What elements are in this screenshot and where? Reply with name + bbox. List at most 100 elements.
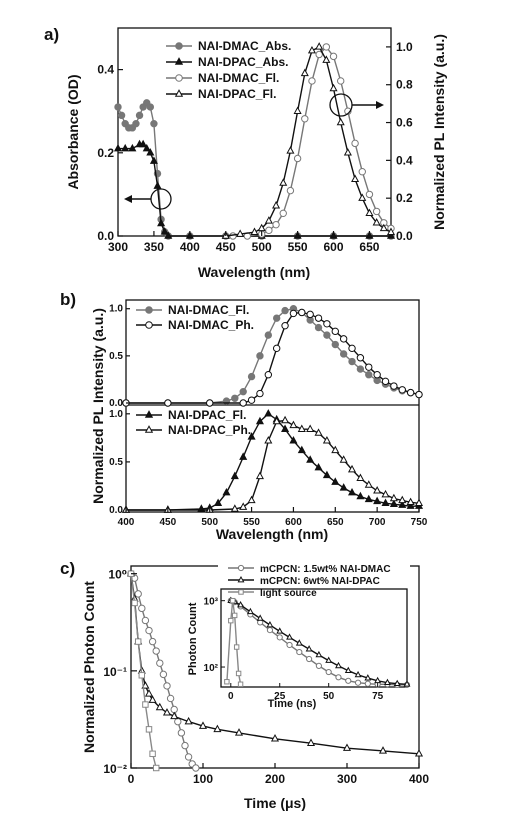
panel-b-sub1-series-1-point [331, 340, 339, 349]
panel-b-y-tick-label: 1.0 [109, 304, 123, 315]
panel-c-series-3-point [131, 599, 138, 607]
panel-b-sub2-series-2-point [414, 498, 424, 507]
panel-b-sub1-series-2-point [272, 344, 281, 353]
panel-c-x-label: Time (μs) [244, 795, 306, 811]
panel-a-series-2-point [164, 231, 173, 239]
panel-a-series-3-point [358, 168, 366, 176]
panel-a-series-3-point [308, 77, 316, 85]
panel-b-sub2-series-2-point [398, 495, 407, 504]
inset-y-label: Photon Count [187, 602, 199, 675]
inset-series-2-point [335, 661, 342, 669]
panel-a-series-2-point [142, 143, 151, 152]
panel-c-series-3-point [142, 701, 149, 708]
panel-a-legend-item-1-label: NAI-DMAC_Abs. [198, 39, 291, 53]
panel-b-sub1-series-2-point [164, 399, 172, 407]
panel-b-sub1-series-2-point [264, 371, 273, 379]
panel-c-series-3-line [130, 573, 157, 769]
panel-a-legend-item-2-label: NAI-DPAC_Abs. [198, 55, 288, 69]
panel-a-x-label: Wavelength (nm) [198, 264, 310, 280]
panel-b-sub1-series-1-point [365, 371, 373, 379]
panel-b-sub2-series-2-point [356, 473, 365, 481]
inset-series-2-point [325, 656, 333, 663]
panel-b-sub1-series-2-point [390, 382, 398, 390]
panel-b-sub2-series-1-point [398, 500, 407, 508]
panel-b-sub1-legend-item-1-label: NAI-DMAC_Fl. [168, 303, 249, 317]
panel-b-sub2-series-1-point [314, 462, 323, 471]
panel-a-legend-item-4-label: NAI-DPAC_Fl. [198, 87, 276, 101]
panel-b-sub2-series-2-point [389, 493, 398, 502]
panel-a-y-tick-label-right: 0.0 [396, 229, 413, 243]
panel-c: c) 0 100 200 300 400 10⁰ 10⁻¹ 10⁻² Time (μs) No… [60, 556, 429, 811]
inset-series-1-point [306, 655, 313, 663]
panel-a-series-4-point [372, 218, 381, 226]
panel-c-series-1-point [174, 717, 182, 726]
panel-b-sub2-series-2-point [272, 416, 281, 425]
panel-a-series-2-point [139, 139, 148, 148]
panel-c-y-tick-label: 10⁻² [103, 762, 127, 776]
panel-b-sub2-series-2-point [381, 489, 390, 498]
panel-a-series-1-point [114, 103, 122, 111]
panel-b-sub2-series-2-point [322, 436, 331, 444]
panel-a-y-label-right: Normalized PL Intensity (a.u.) [431, 34, 447, 230]
inset-x-tick-label: 25 [274, 691, 286, 702]
panel-b-legend: NAI-DMAC_Fl.NAI-DMAC_Ph. NAI-DPAC_Fl.NAI-… [136, 303, 254, 437]
panel-a-y-tick-label-right: 0.6 [396, 116, 413, 130]
panel-a-y-tick-label-right: 1.0 [396, 40, 413, 54]
panel-b-sub1-series-2-point [247, 396, 256, 404]
panel-b-x-tick-label: 650 [327, 517, 344, 528]
panel-a-series-3-point [293, 154, 302, 163]
panel-b-sub1-series-2-point [365, 363, 373, 371]
panel-b-sub2-series-2-point [339, 455, 348, 463]
panel-c-y-tick-label: 10⁻¹ [103, 665, 127, 679]
panel-b-sub1-series-2-point [281, 321, 289, 330]
panel-b-sub2-series-2-point [314, 428, 323, 436]
panel-b-sub2-series-1-point [281, 424, 290, 432]
panel-a-series-1-point [135, 111, 144, 120]
panel-c-series-1-point [181, 741, 189, 750]
panel-a-series-4-point [257, 223, 266, 232]
inset-x-label: Time (ns) [268, 698, 317, 710]
panel-c-series-2-point [155, 702, 164, 711]
panel-b-sub1-series-2-point [331, 327, 339, 336]
panel-c-series-3-point [145, 726, 153, 733]
panel-a-series-3-point [329, 52, 338, 61]
inset-legend-item-3-marker [238, 589, 244, 595]
panel-b-sub2-series-2-point [364, 480, 373, 488]
panel-b-sub1-legend-item-2-label: NAI-DMAC_Ph. [168, 318, 254, 332]
panel-b-sub1-series-1-point [264, 331, 273, 339]
panel-b-sub2-series-2-point [255, 471, 264, 480]
panel-a-series-3-point [365, 190, 374, 199]
inset-series-3-point [230, 597, 236, 604]
panel-b-sub2-legend-item-2-label: NAI-DPAC_Ph. [168, 423, 251, 437]
panel-a-series-1-point [117, 111, 126, 120]
inset-legend-item-1-marker [237, 564, 245, 572]
panel-b-sub2-series-2-point [239, 502, 248, 510]
panel-a-series-4-point [250, 227, 259, 235]
inset-series-2-point [383, 678, 391, 686]
inset-series-2-point [344, 666, 352, 674]
panel-c-series-1-point [159, 670, 168, 679]
panel-c-series-1-point [192, 764, 200, 772]
panel-c-series-1-point [148, 637, 157, 646]
panel-b-y-tick-label: 1.0 [109, 409, 123, 420]
panel-b-sub1-series-2-point [323, 320, 331, 328]
panel-a-series-3-point [315, 50, 323, 59]
inset-series-1-point [354, 679, 362, 686]
panel-a: a) 300 350 400 450 500 550 600 650 0.0 0.2 0.4 0.0 0… [44, 25, 447, 280]
panel-b-sub2-series-1-point [297, 445, 306, 454]
panel-b-sub1-series-2-point [306, 310, 314, 319]
inset-legend-item-3-label: light source [260, 588, 317, 599]
panel-a-series-3-point [272, 220, 280, 229]
panel-a-series-4-point [336, 117, 345, 126]
panel-a-series-3-point [351, 139, 359, 148]
panel-a-series-4-point [329, 83, 338, 92]
inset-series-2-point [403, 680, 411, 687]
inset-series-2-point [315, 650, 323, 658]
panel-b-x-tick-label: 450 [160, 517, 177, 528]
panel-c-series-1-point [141, 616, 150, 625]
panel-b-sub1-series-1-point [339, 350, 348, 358]
inset-series-2-point [256, 614, 264, 621]
panel-b-sub1-series-2-point [339, 335, 348, 343]
panel-b-sub1-series-1-point [356, 365, 365, 373]
